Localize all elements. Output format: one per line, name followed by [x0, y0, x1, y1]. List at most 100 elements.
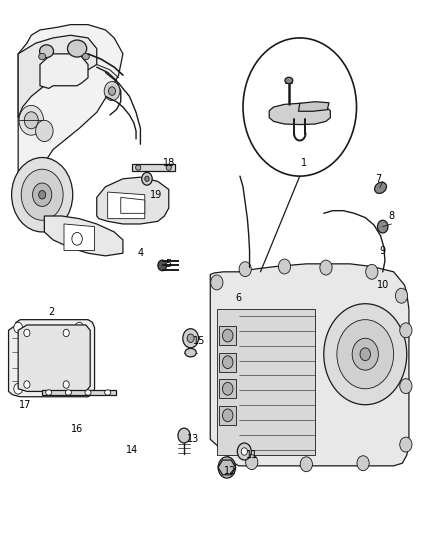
Ellipse shape — [166, 165, 171, 170]
Text: 2: 2 — [48, 306, 54, 317]
Ellipse shape — [378, 220, 388, 233]
Polygon shape — [210, 264, 409, 466]
Polygon shape — [132, 165, 175, 171]
Ellipse shape — [85, 390, 91, 395]
Ellipse shape — [21, 169, 63, 220]
Ellipse shape — [223, 356, 233, 368]
Polygon shape — [218, 460, 236, 475]
Text: 15: 15 — [193, 336, 205, 346]
Ellipse shape — [360, 348, 371, 361]
Ellipse shape — [241, 448, 247, 455]
Ellipse shape — [223, 382, 233, 395]
Ellipse shape — [19, 106, 43, 135]
Circle shape — [243, 38, 357, 176]
Polygon shape — [42, 390, 117, 395]
Ellipse shape — [24, 112, 38, 129]
Text: 18: 18 — [162, 158, 175, 168]
Ellipse shape — [239, 262, 251, 277]
Text: 12: 12 — [224, 466, 236, 476]
Polygon shape — [18, 35, 97, 118]
Polygon shape — [219, 379, 237, 398]
Ellipse shape — [12, 158, 73, 232]
Polygon shape — [269, 103, 330, 125]
Text: 10: 10 — [377, 280, 389, 290]
Ellipse shape — [14, 383, 22, 394]
Ellipse shape — [39, 53, 46, 60]
Text: 13: 13 — [187, 434, 199, 445]
Text: 19: 19 — [149, 190, 162, 200]
Ellipse shape — [223, 409, 233, 422]
Polygon shape — [9, 320, 95, 397]
Ellipse shape — [324, 304, 407, 405]
Text: 7: 7 — [375, 174, 381, 184]
Ellipse shape — [65, 390, 71, 395]
Ellipse shape — [75, 383, 84, 394]
Ellipse shape — [400, 323, 412, 338]
Text: 11: 11 — [246, 450, 258, 460]
Ellipse shape — [183, 329, 198, 348]
Ellipse shape — [285, 77, 293, 84]
Ellipse shape — [300, 457, 312, 472]
Ellipse shape — [366, 264, 378, 279]
Polygon shape — [121, 197, 145, 213]
Ellipse shape — [109, 87, 116, 95]
Text: 1: 1 — [301, 158, 307, 168]
Polygon shape — [108, 192, 145, 219]
Ellipse shape — [35, 120, 53, 142]
Ellipse shape — [32, 183, 52, 206]
Ellipse shape — [279, 259, 290, 274]
Ellipse shape — [24, 329, 30, 337]
Ellipse shape — [400, 437, 412, 452]
Text: 16: 16 — [71, 424, 83, 434]
Text: 9: 9 — [380, 246, 386, 255]
Ellipse shape — [39, 45, 53, 58]
Ellipse shape — [72, 232, 82, 245]
Ellipse shape — [63, 381, 69, 388]
Polygon shape — [217, 309, 315, 455]
Ellipse shape — [400, 378, 412, 393]
Ellipse shape — [218, 457, 236, 478]
Polygon shape — [97, 177, 169, 224]
Polygon shape — [64, 224, 95, 251]
Ellipse shape — [46, 390, 52, 395]
Ellipse shape — [352, 338, 378, 370]
Ellipse shape — [237, 443, 251, 460]
Polygon shape — [44, 216, 123, 256]
Ellipse shape — [211, 275, 223, 290]
Ellipse shape — [158, 260, 166, 271]
Polygon shape — [219, 406, 237, 425]
Ellipse shape — [396, 288, 408, 303]
Ellipse shape — [178, 428, 190, 443]
Ellipse shape — [136, 165, 141, 170]
Polygon shape — [18, 25, 123, 213]
Text: 4: 4 — [138, 248, 144, 258]
Ellipse shape — [185, 349, 196, 357]
Ellipse shape — [145, 176, 149, 181]
Text: 6: 6 — [236, 293, 242, 303]
Ellipse shape — [24, 381, 30, 388]
Ellipse shape — [374, 182, 386, 193]
Text: 8: 8 — [389, 211, 395, 221]
Polygon shape — [18, 325, 90, 391]
Ellipse shape — [14, 322, 22, 333]
Ellipse shape — [105, 390, 111, 395]
Text: 14: 14 — [126, 445, 138, 455]
Polygon shape — [219, 326, 237, 345]
Polygon shape — [219, 353, 237, 372]
Polygon shape — [298, 102, 329, 111]
Text: 17: 17 — [18, 400, 31, 410]
Ellipse shape — [142, 172, 152, 185]
Ellipse shape — [187, 334, 194, 343]
Ellipse shape — [82, 53, 89, 60]
Ellipse shape — [75, 322, 84, 333]
Text: 5: 5 — [166, 259, 172, 269]
Ellipse shape — [67, 40, 87, 57]
Ellipse shape — [320, 260, 332, 275]
Ellipse shape — [39, 190, 46, 199]
Polygon shape — [40, 54, 88, 88]
Ellipse shape — [104, 82, 120, 101]
Ellipse shape — [357, 456, 369, 471]
Ellipse shape — [246, 455, 258, 470]
Ellipse shape — [63, 329, 69, 337]
Ellipse shape — [223, 329, 233, 342]
